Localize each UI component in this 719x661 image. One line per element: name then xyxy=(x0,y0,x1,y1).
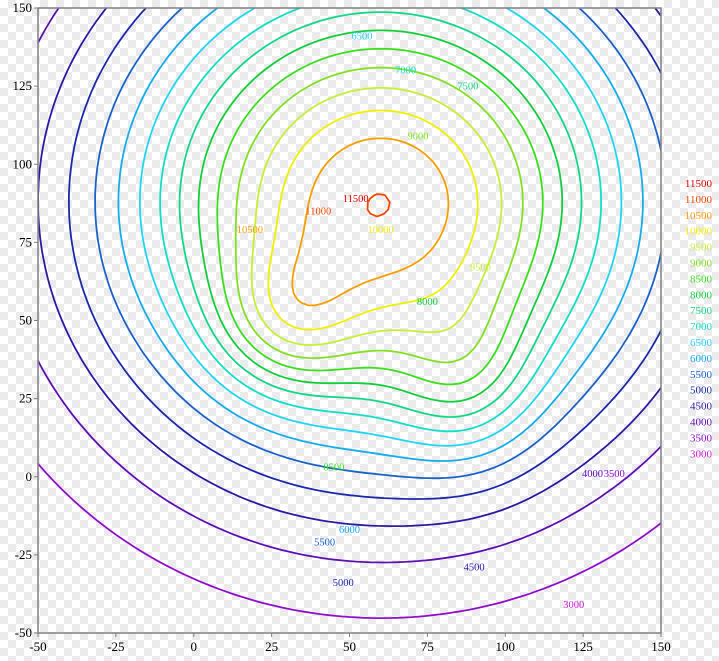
y-tick-label: 0 xyxy=(26,469,33,484)
x-tick-label: 0 xyxy=(191,639,198,654)
legend-entry: 10000 xyxy=(685,226,713,238)
contour-line-6000 xyxy=(117,8,644,462)
legend-entry: 7500 xyxy=(690,305,713,317)
y-tick-label: -50 xyxy=(15,625,32,640)
contour-line-10000 xyxy=(267,109,479,331)
x-tick-label: 100 xyxy=(496,639,516,654)
contour-label: 5000 xyxy=(333,578,354,589)
legend-entry: 11500 xyxy=(685,178,713,190)
y-tick-label: 50 xyxy=(19,313,32,328)
legend-entry: 7000 xyxy=(690,321,713,333)
contour-labels: 11500 11000 10500 10000 9500 9000 8500 8000 7500… xyxy=(237,31,625,611)
contour-label: 6000 xyxy=(339,525,360,536)
y-axis: -50 -25 0 25 50 75 100 125 150 xyxy=(13,0,38,640)
contour-line-3500 xyxy=(38,462,661,619)
contour-line-6500 xyxy=(139,8,623,447)
legend-entry: 8000 xyxy=(690,289,713,301)
contour-line-10500 xyxy=(291,137,450,307)
x-tick-label: 125 xyxy=(573,639,593,654)
x-tick-label: -25 xyxy=(107,639,124,654)
legend-entry: 6000 xyxy=(690,353,713,365)
contour-line-7000 xyxy=(159,8,602,433)
legend-entry: 9000 xyxy=(690,258,713,270)
contour-label: 11500 xyxy=(343,194,369,205)
contour-line-4500 xyxy=(38,8,661,527)
legend-entry: 10500 xyxy=(685,210,713,222)
y-tick-label: 25 xyxy=(19,391,32,406)
contour-label: 3000 xyxy=(563,600,584,611)
contour-label: 9000 xyxy=(408,131,429,142)
contour-label: 4000 xyxy=(582,469,603,480)
x-tick-label: 150 xyxy=(651,639,671,654)
contour-label: 4500 xyxy=(464,563,485,574)
contour-line-8000 xyxy=(197,29,564,403)
legend-entry: 4000 xyxy=(690,417,713,429)
legend-entry: 4500 xyxy=(690,401,713,413)
legend-entry: 3500 xyxy=(690,432,713,444)
contour-line-5000 xyxy=(68,8,661,500)
legend: 11500 11000 10500 10000 9500 9000 8500 8000 7500… xyxy=(685,178,713,460)
contour-label: 6500 xyxy=(351,31,372,42)
y-tick-label: -25 xyxy=(15,547,32,562)
contour-line-9000 xyxy=(234,66,524,364)
legend-entry: 5500 xyxy=(690,369,713,381)
contour-label: 9500 xyxy=(470,263,491,274)
contour-label: 7500 xyxy=(457,81,478,92)
contour-label: 3500 xyxy=(604,469,625,480)
contour-line-5500 xyxy=(94,8,661,480)
contour-line-8500 xyxy=(216,47,544,386)
legend-entry: 3000 xyxy=(690,448,713,460)
contour-line-9500 xyxy=(250,87,503,346)
contour-label: 7000 xyxy=(395,66,416,77)
x-tick-label: -50 xyxy=(29,639,46,654)
contour-line-7500 xyxy=(178,11,583,418)
contour-label: 11000 xyxy=(305,206,331,217)
contour-label: 10500 xyxy=(237,225,263,236)
x-tick-label: 25 xyxy=(265,639,278,654)
y-tick-label: 75 xyxy=(19,234,32,249)
contour-line-4000 xyxy=(38,8,661,564)
contour-label: 8500 xyxy=(323,463,344,474)
x-tick-label: 75 xyxy=(421,639,434,654)
legend-entry: 6500 xyxy=(690,337,713,349)
legend-entry: 9500 xyxy=(690,242,713,254)
y-tick-label: 125 xyxy=(13,78,33,93)
x-tick-label: 50 xyxy=(343,639,356,654)
contour-line-11000 xyxy=(366,193,391,218)
legend-entry: 5000 xyxy=(690,385,713,397)
contour-label: 5500 xyxy=(314,538,335,549)
contour-label: 8000 xyxy=(417,297,438,308)
contour-lines xyxy=(38,8,661,619)
contour-label: 10000 xyxy=(368,225,394,236)
plot-frame xyxy=(37,7,662,634)
y-tick-label: 150 xyxy=(13,0,33,15)
legend-entry: 11000 xyxy=(685,194,713,206)
x-axis: -50 -25 0 25 50 75 100 125 150 xyxy=(29,633,671,654)
y-tick-label: 100 xyxy=(13,156,33,171)
legend-entry: 8500 xyxy=(690,273,713,285)
